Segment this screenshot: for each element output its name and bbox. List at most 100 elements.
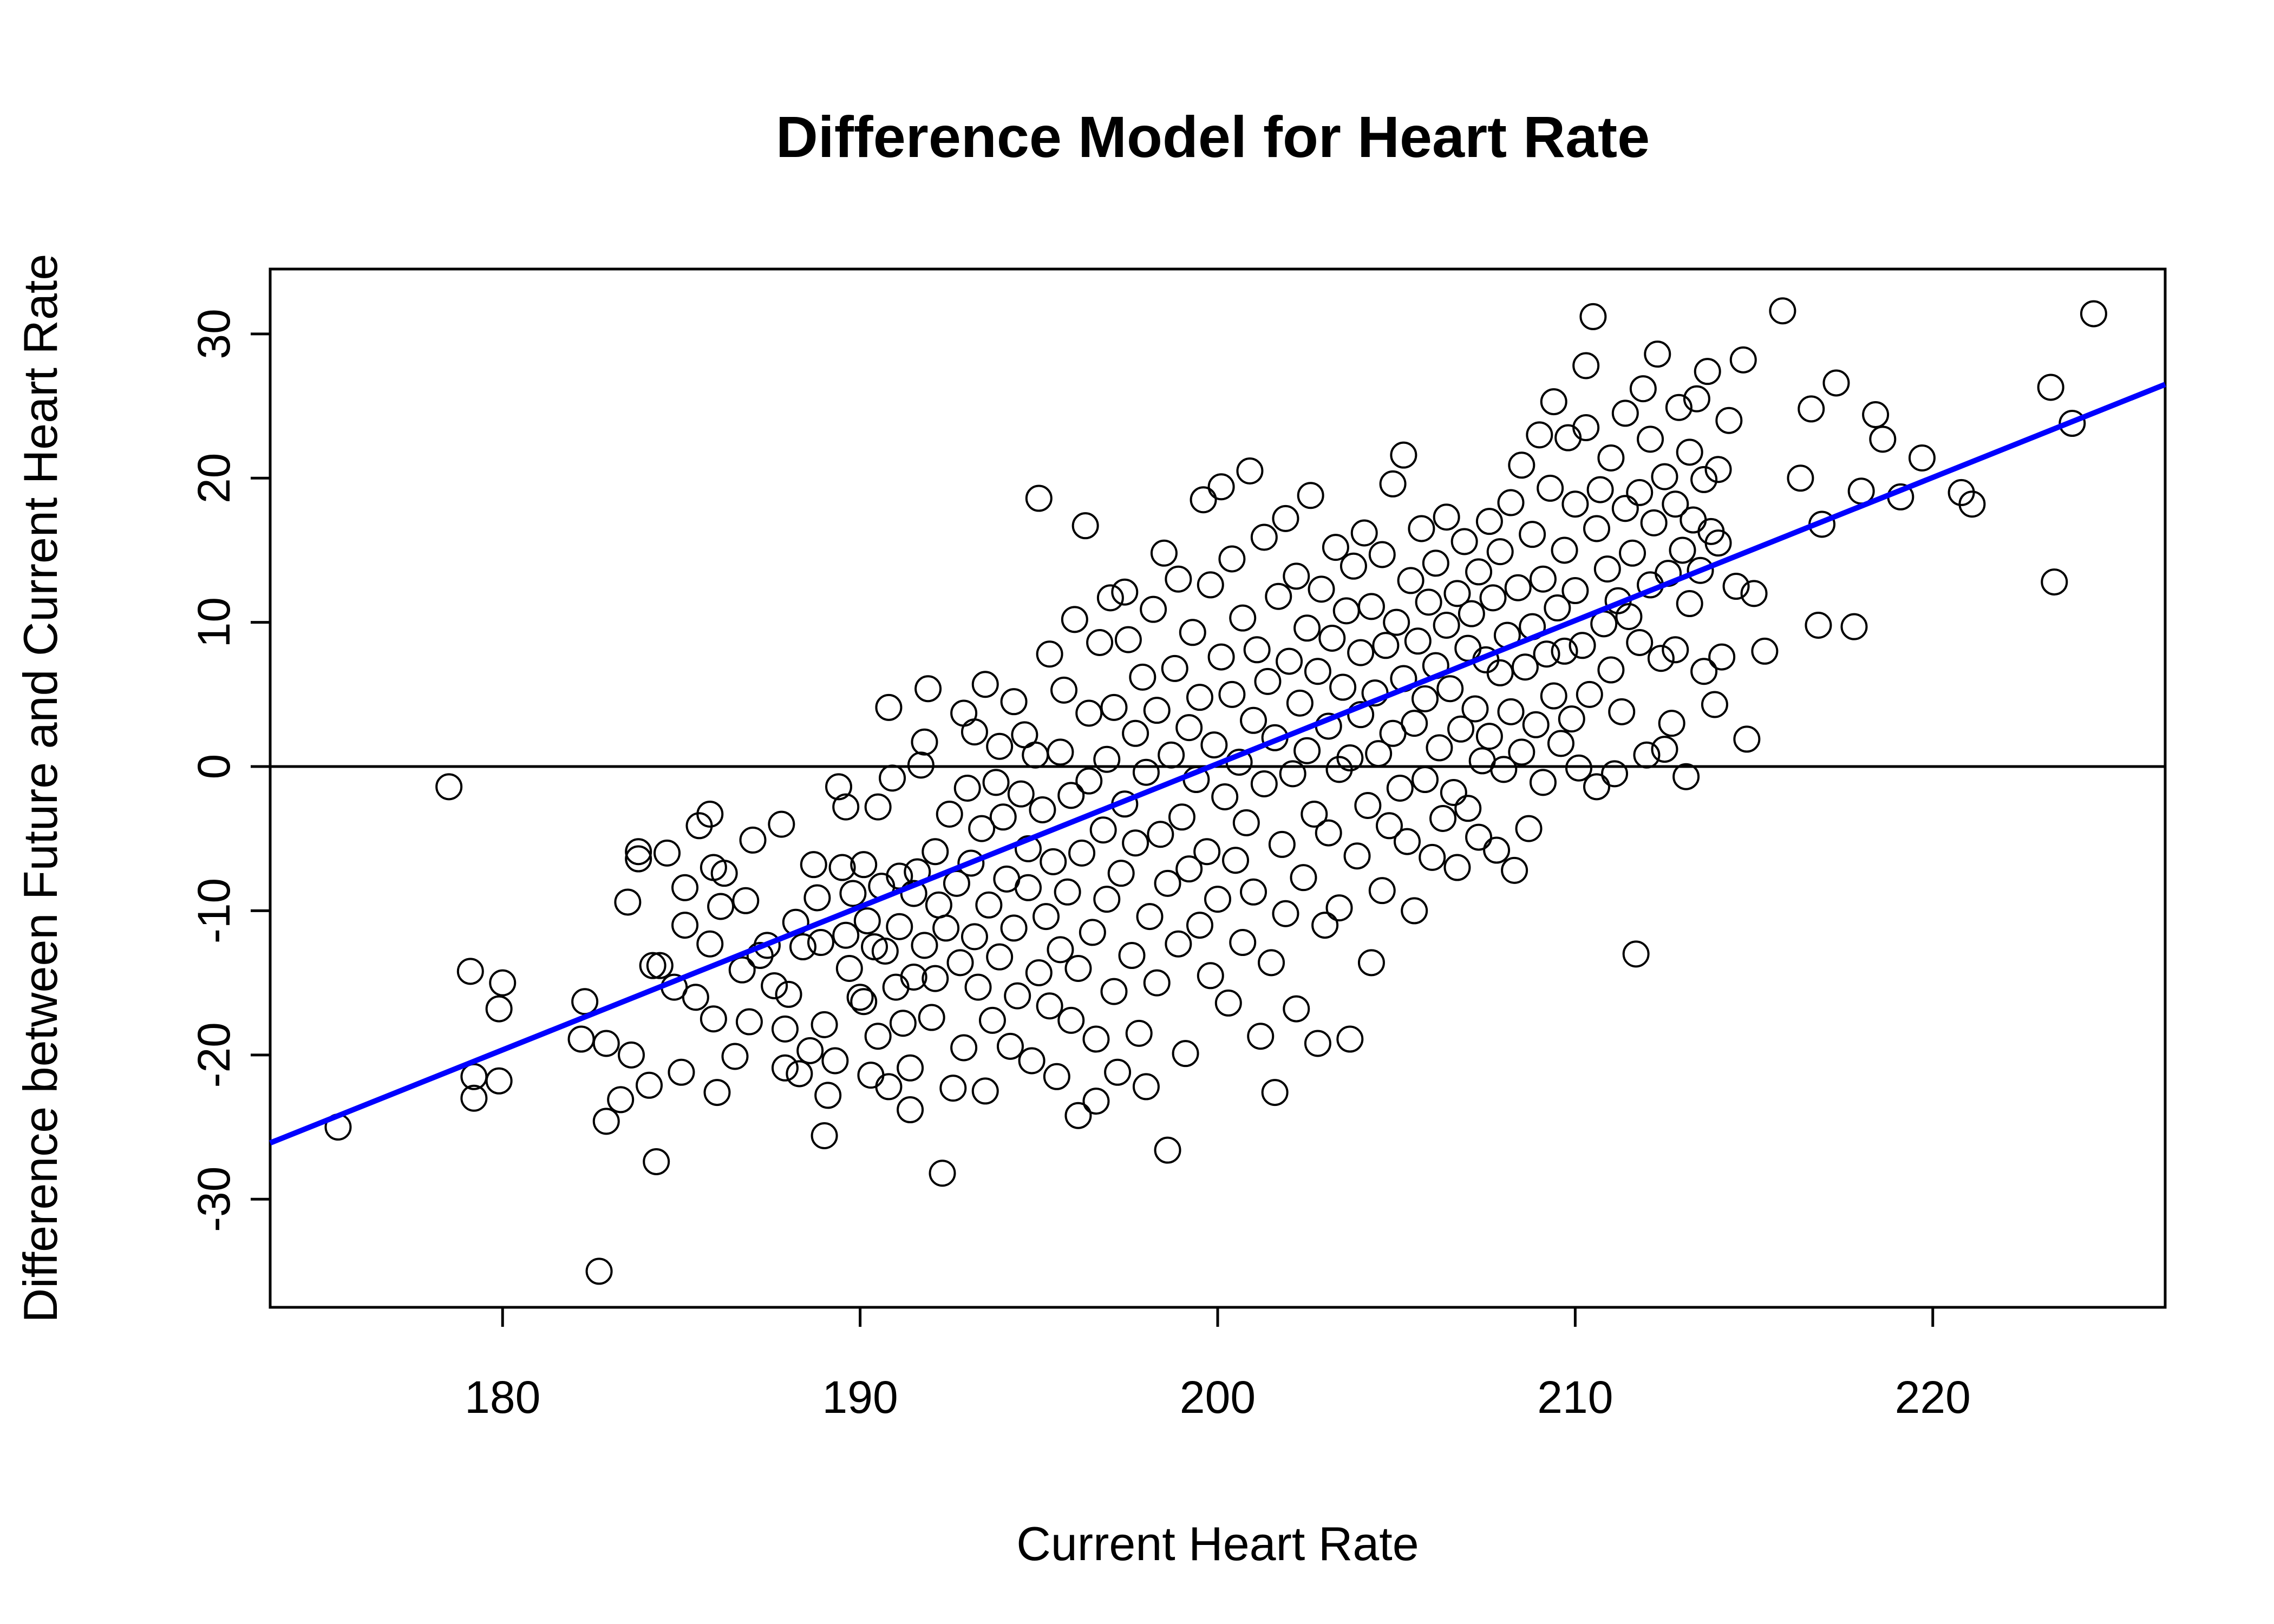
data-point xyxy=(1740,580,1768,607)
data-point xyxy=(879,764,906,792)
data-point xyxy=(1586,476,1614,503)
data-point xyxy=(1025,484,1053,512)
data-point xyxy=(1339,552,1367,580)
data-point xyxy=(1050,676,1078,704)
data-point xyxy=(1733,725,1761,753)
data-point xyxy=(1107,860,1135,887)
data-point xyxy=(1465,823,1493,851)
x-axis: 180 190 200 210 220 xyxy=(465,1307,1971,1423)
data-point xyxy=(1122,719,1149,747)
data-point xyxy=(1368,877,1396,905)
data-point xyxy=(682,984,709,1011)
data-point xyxy=(1096,584,1124,612)
data-point xyxy=(1551,536,1578,564)
data-point xyxy=(1204,886,1231,913)
data-point xyxy=(1419,843,1446,871)
data-point xyxy=(1308,575,1335,603)
data-point xyxy=(1805,611,1832,639)
data-point xyxy=(1647,645,1675,672)
data-point xyxy=(710,860,738,887)
data-point xyxy=(1007,780,1035,808)
data-point xyxy=(1869,425,1897,453)
y-axis-label: Difference between Future and Current He… xyxy=(14,254,67,1323)
data-point xyxy=(1211,783,1239,810)
data-point xyxy=(957,849,985,877)
data-point xyxy=(1089,816,1117,844)
data-point xyxy=(1071,512,1099,540)
data-point xyxy=(1572,414,1600,442)
data-point xyxy=(1214,989,1242,1017)
data-point xyxy=(1290,864,1317,892)
chart-title: Difference Model for Heart Rate xyxy=(776,104,1650,169)
data-point xyxy=(671,874,699,901)
data-point xyxy=(1601,760,1629,788)
data-point xyxy=(771,1015,799,1043)
data-point xyxy=(1265,582,1292,610)
y-axis: -30 -20 -10 0 10 20 30 xyxy=(188,309,270,1232)
data-point xyxy=(1040,848,1067,875)
data-point xyxy=(771,1054,799,1082)
data-point xyxy=(1544,594,1571,622)
data-point xyxy=(1443,854,1471,881)
data-point xyxy=(1651,736,1678,763)
data-point xyxy=(1640,509,1668,536)
data-point xyxy=(1054,878,1081,906)
data-point xyxy=(1279,760,1306,788)
data-point xyxy=(1715,407,1743,434)
data-point xyxy=(1318,624,1346,652)
data-point xyxy=(707,893,735,920)
data-point xyxy=(1840,613,1868,640)
data-point xyxy=(1325,894,1353,922)
data-point xyxy=(1283,995,1310,1023)
data-point xyxy=(864,1023,892,1050)
data-point xyxy=(1615,603,1643,630)
data-point xyxy=(1000,914,1028,942)
data-point xyxy=(803,884,831,912)
data-point xyxy=(700,1005,727,1033)
x-tick-label: 210 xyxy=(1537,1372,1613,1423)
data-point xyxy=(1475,508,1503,535)
data-point xyxy=(1043,1063,1070,1090)
data-point xyxy=(485,995,513,1023)
data-point xyxy=(1118,942,1146,970)
data-point xyxy=(846,984,874,1011)
y-tick-label: 20 xyxy=(188,453,239,503)
data-point xyxy=(1722,573,1750,600)
data-point xyxy=(1000,688,1028,716)
data-point xyxy=(835,954,863,982)
data-point xyxy=(821,1047,849,1075)
data-point xyxy=(1447,715,1475,743)
data-point xyxy=(1554,424,1582,451)
data-point xyxy=(585,1258,613,1285)
data-point xyxy=(1454,634,1482,662)
data-point xyxy=(735,1008,763,1036)
data-point xyxy=(1651,463,1678,490)
data-point xyxy=(732,887,760,914)
data-point xyxy=(1676,590,1703,618)
data-point xyxy=(1114,626,1142,653)
data-point xyxy=(1136,903,1164,931)
data-point xyxy=(1272,505,1299,532)
data-point xyxy=(1347,701,1375,729)
data-point xyxy=(1336,744,1364,772)
data-point xyxy=(996,1032,1024,1060)
data-point xyxy=(1375,812,1403,840)
data-point xyxy=(1547,730,1574,757)
data-point xyxy=(1161,654,1188,682)
data-point xyxy=(1569,632,1596,659)
data-point xyxy=(1132,758,1160,786)
data-point xyxy=(1458,600,1485,627)
data-point xyxy=(2041,568,2068,596)
data-point xyxy=(1293,737,1321,764)
data-point xyxy=(1540,388,1567,416)
data-point xyxy=(1662,636,1689,664)
data-point xyxy=(1250,770,1278,798)
data-point xyxy=(1626,479,1654,506)
data-point xyxy=(1694,358,1721,385)
data-point xyxy=(1565,754,1592,782)
data-point xyxy=(1665,394,1693,421)
data-point xyxy=(571,988,599,1016)
data-point xyxy=(1175,855,1203,883)
data-point xyxy=(978,1006,1006,1034)
data-point xyxy=(1268,830,1296,858)
